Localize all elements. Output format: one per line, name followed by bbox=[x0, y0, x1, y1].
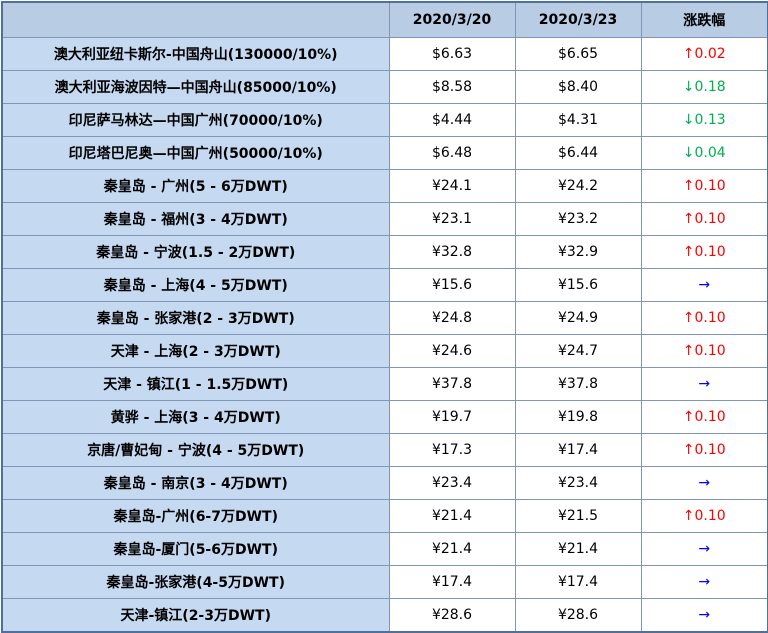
data-row: 黄骅 - 上海(3 - 4万DWT) ¥19.7 ¥19.8 ↑0.10 bbox=[1, 400, 768, 434]
price-cell: ¥28.6 bbox=[388, 598, 516, 633]
route-cell: 秦皇岛 - 张家港(2 - 3万DWT) bbox=[1, 301, 390, 335]
route-cell: 秦皇岛-厦门(5-6万DWT) bbox=[1, 532, 390, 566]
data-row: 京唐/曹妃甸 - 宁波(4 - 5万DWT) ¥17.3 ¥17.4 ↑0.10 bbox=[1, 433, 768, 467]
change-cell: → bbox=[640, 367, 768, 401]
header-cell: 2020/3/20 bbox=[388, 1, 516, 38]
data-row: 秦皇岛 - 张家港(2 - 3万DWT) ¥24.8 ¥24.9 ↑0.10 bbox=[1, 301, 768, 335]
price-cell: ¥21.4 bbox=[514, 532, 642, 566]
price-cell: ¥24.7 bbox=[514, 334, 642, 368]
change-cell: ↑0.10 bbox=[640, 400, 768, 434]
route-cell: 秦皇岛 - 宁波(1.5 - 2万DWT) bbox=[1, 235, 390, 269]
data-row: 秦皇岛 - 宁波(1.5 - 2万DWT) ¥32.8 ¥32.9 ↑0.10 bbox=[1, 235, 768, 269]
data-row: 天津 - 上海(2 - 3万DWT) ¥24.6 ¥24.7 ↑0.10 bbox=[1, 334, 768, 368]
route-cell: 天津 - 上海(2 - 3万DWT) bbox=[1, 334, 390, 368]
data-row: 印尼塔巴尼奥—中国广州(50000/10%) $6.48 $6.44 ↓0.04 bbox=[1, 136, 768, 170]
price-cell: $6.44 bbox=[514, 136, 642, 170]
route-cell: 秦皇岛 - 福州(3 - 4万DWT) bbox=[1, 202, 390, 236]
header-cell bbox=[1, 1, 390, 38]
price-cell: ¥23.4 bbox=[388, 466, 516, 500]
change-cell: ↑0.10 bbox=[640, 334, 768, 368]
route-cell: 印尼萨马林达—中国广州(70000/10%) bbox=[1, 103, 390, 137]
data-row: 秦皇岛 - 南京(3 - 4万DWT) ¥23.4 ¥23.4 → bbox=[1, 466, 768, 500]
change-cell: ↓0.18 bbox=[640, 70, 768, 104]
route-cell: 澳大利亚海波因特—中国舟山(85000/10%) bbox=[1, 70, 390, 104]
price-cell: ¥21.4 bbox=[388, 532, 516, 566]
route-cell: 天津 - 镇江(1 - 1.5万DWT) bbox=[1, 367, 390, 401]
data-row: 秦皇岛 - 广州(5 - 6万DWT) ¥24.1 ¥24.2 ↑0.10 bbox=[1, 169, 768, 203]
price-cell: $6.63 bbox=[388, 37, 516, 71]
price-cell: ¥19.8 bbox=[514, 400, 642, 434]
price-cell: ¥17.4 bbox=[514, 433, 642, 467]
price-cell: ¥24.1 bbox=[388, 169, 516, 203]
data-row: 秦皇岛-张家港(4-5万DWT) ¥17.4 ¥17.4 → bbox=[1, 565, 768, 599]
change-cell: ↑0.10 bbox=[640, 301, 768, 335]
price-cell: $8.58 bbox=[388, 70, 516, 104]
change-cell: ↑0.02 bbox=[640, 37, 768, 71]
price-cell: ¥17.3 bbox=[388, 433, 516, 467]
change-cell: ↑0.10 bbox=[640, 235, 768, 269]
change-cell: ↓0.04 bbox=[640, 136, 768, 170]
change-cell: → bbox=[640, 268, 768, 302]
price-cell: ¥32.8 bbox=[388, 235, 516, 269]
price-cell: ¥37.8 bbox=[514, 367, 642, 401]
data-row: 天津-镇江(2-3万DWT) ¥28.6 ¥28.6 → bbox=[1, 598, 768, 633]
price-cell: ¥15.6 bbox=[388, 268, 516, 302]
price-cell: ¥15.6 bbox=[514, 268, 642, 302]
change-cell: → bbox=[640, 565, 768, 599]
price-cell: ¥32.9 bbox=[514, 235, 642, 269]
change-cell: ↑0.10 bbox=[640, 433, 768, 467]
change-cell: ↑0.10 bbox=[640, 499, 768, 533]
price-cell: ¥24.6 bbox=[388, 334, 516, 368]
price-cell: ¥17.4 bbox=[388, 565, 516, 599]
change-cell: ↓0.13 bbox=[640, 103, 768, 137]
data-row: 印尼萨马林达—中国广州(70000/10%) $4.44 $4.31 ↓0.13 bbox=[1, 103, 768, 137]
price-cell: $8.40 bbox=[514, 70, 642, 104]
change-cell: ↑0.10 bbox=[640, 202, 768, 236]
route-cell: 天津-镇江(2-3万DWT) bbox=[1, 598, 390, 633]
data-row: 澳大利亚海波因特—中国舟山(85000/10%) $8.58 $8.40 ↓0.18 bbox=[1, 70, 768, 104]
route-cell: 印尼塔巴尼奥—中国广州(50000/10%) bbox=[1, 136, 390, 170]
price-cell: ¥24.9 bbox=[514, 301, 642, 335]
route-cell: 澳大利亚纽卡斯尔-中国舟山(130000/10%) bbox=[1, 37, 390, 71]
route-cell: 京唐/曹妃甸 - 宁波(4 - 5万DWT) bbox=[1, 433, 390, 467]
route-cell: 秦皇岛-广州(6-7万DWT) bbox=[1, 499, 390, 533]
price-cell: ¥19.7 bbox=[388, 400, 516, 434]
price-cell: $6.65 bbox=[514, 37, 642, 71]
price-cell: ¥23.2 bbox=[514, 202, 642, 236]
change-cell: → bbox=[640, 466, 768, 500]
change-cell: → bbox=[640, 532, 768, 566]
price-cell: $4.31 bbox=[514, 103, 642, 137]
route-cell: 黄骅 - 上海(3 - 4万DWT) bbox=[1, 400, 390, 434]
change-cell: → bbox=[640, 598, 768, 633]
price-cell: ¥17.4 bbox=[514, 565, 642, 599]
price-cell: ¥37.8 bbox=[388, 367, 516, 401]
price-cell: ¥23.4 bbox=[514, 466, 642, 500]
data-row: 秦皇岛 - 上海(4 - 5万DWT) ¥15.6 ¥15.6 → bbox=[1, 268, 768, 302]
price-cell: ¥23.1 bbox=[388, 202, 516, 236]
price-cell: $4.44 bbox=[388, 103, 516, 137]
data-row: 秦皇岛 - 福州(3 - 4万DWT) ¥23.1 ¥23.2 ↑0.10 bbox=[1, 202, 768, 236]
header-cell: 涨跌幅 bbox=[640, 1, 768, 38]
data-row: 秦皇岛-广州(6-7万DWT) ¥21.4 ¥21.5 ↑0.10 bbox=[1, 499, 768, 533]
route-cell: 秦皇岛 - 上海(4 - 5万DWT) bbox=[1, 268, 390, 302]
price-cell: ¥24.8 bbox=[388, 301, 516, 335]
change-cell: ↑0.10 bbox=[640, 169, 768, 203]
route-cell: 秦皇岛-张家港(4-5万DWT) bbox=[1, 565, 390, 599]
price-cell: ¥21.4 bbox=[388, 499, 516, 533]
header-cell: 2020/3/23 bbox=[514, 1, 642, 38]
header-row: 2020/3/20 2020/3/23 涨跌幅 bbox=[1, 1, 768, 38]
price-cell: ¥28.6 bbox=[514, 598, 642, 633]
price-cell: $6.48 bbox=[388, 136, 516, 170]
route-cell: 秦皇岛 - 南京(3 - 4万DWT) bbox=[1, 466, 390, 500]
price-cell: ¥24.2 bbox=[514, 169, 642, 203]
data-row: 澳大利亚纽卡斯尔-中国舟山(130000/10%) $6.63 $6.65 ↑0.02 bbox=[1, 37, 768, 71]
data-row: 秦皇岛-厦门(5-6万DWT) ¥21.4 ¥21.4 → bbox=[1, 532, 768, 566]
price-cell: ¥21.5 bbox=[514, 499, 642, 533]
route-cell: 秦皇岛 - 广州(5 - 6万DWT) bbox=[1, 169, 390, 203]
data-row: 天津 - 镇江(1 - 1.5万DWT) ¥37.8 ¥37.8 → bbox=[1, 367, 768, 401]
